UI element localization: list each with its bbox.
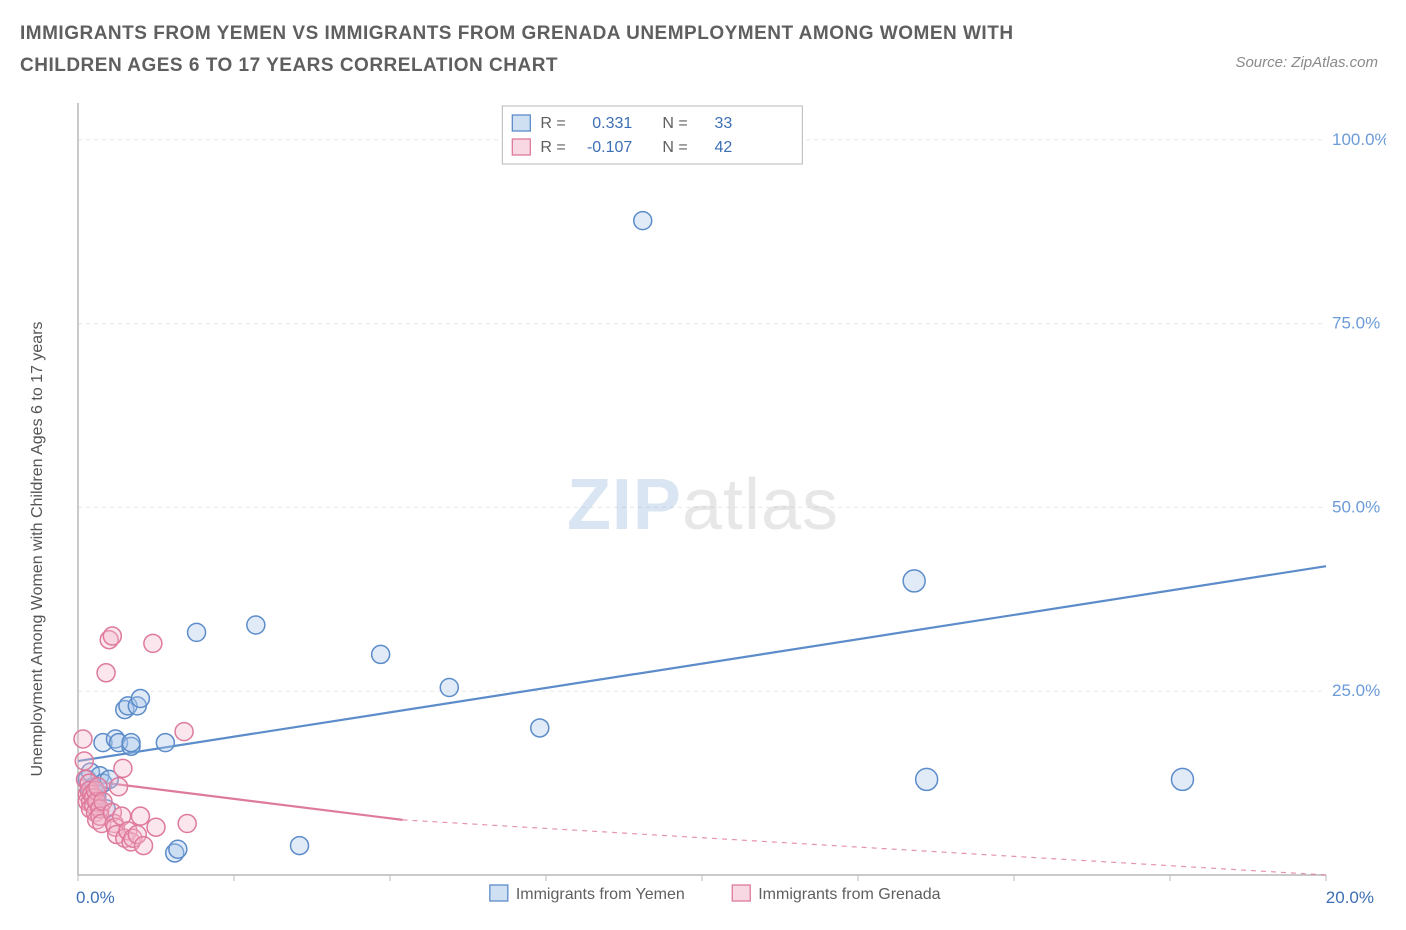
svg-text:Immigrants from Yemen: Immigrants from Yemen [516, 886, 685, 903]
svg-text:R =: R = [540, 139, 565, 156]
svg-text:42: 42 [715, 139, 733, 156]
svg-text:50.0%: 50.0% [1332, 497, 1380, 516]
svg-text:25.0%: 25.0% [1332, 681, 1380, 700]
chart-title: IMMIGRANTS FROM YEMEN VS IMMIGRANTS FROM… [20, 18, 1120, 83]
svg-text:33: 33 [715, 115, 733, 132]
svg-text:N =: N = [662, 139, 687, 156]
scatter-chart: 25.0% 50.0% 75.0% 100.0% 0.0% 20.0% Unemployme… [20, 95, 1386, 915]
svg-text:Immigrants from Grenada: Immigrants from Grenada [758, 886, 940, 903]
svg-text:100.0%: 100.0% [1332, 130, 1386, 149]
source-attribution: Source: ZipAtlas.com [1235, 54, 1378, 71]
chart-container: 25.0% 50.0% 75.0% 100.0% 0.0% 20.0% Unemployme… [20, 95, 1386, 915]
svg-text:-0.107: -0.107 [587, 139, 632, 156]
svg-text:75.0%: 75.0% [1332, 314, 1380, 333]
svg-text:Unemployment Among Women with: Unemployment Among Women with Children A… [29, 321, 46, 776]
svg-text:R =: R = [540, 115, 565, 132]
svg-text:0.331: 0.331 [592, 115, 632, 132]
svg-text:20.0%: 20.0% [1326, 888, 1374, 907]
svg-text:N =: N = [662, 115, 687, 132]
svg-text:0.0%: 0.0% [76, 888, 115, 907]
